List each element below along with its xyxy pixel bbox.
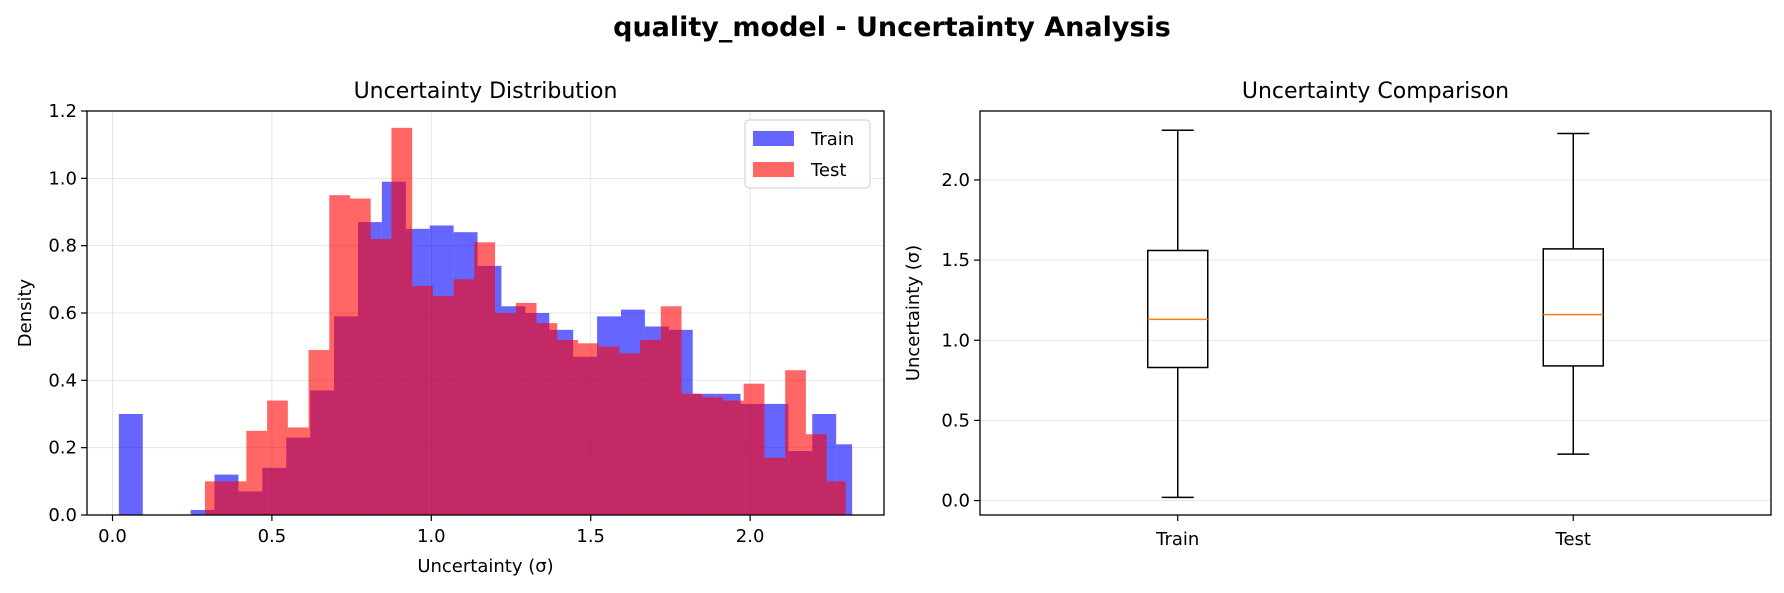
test-histogram-bar-15 — [515, 302, 537, 515]
boxplot-y-tick-label-4: 2.0 — [941, 170, 970, 191]
test-histogram-bar-1 — [225, 481, 247, 515]
histogram-y-axis-label: Density — [15, 278, 36, 347]
test-histogram-bar-26 — [743, 383, 765, 515]
histogram-x-tick-label-4: 2.0 — [736, 526, 765, 547]
boxplot-y-ticks: 0.0 0.5 1.0 1.5 2.0 — [941, 170, 980, 512]
test-histogram-bar-2 — [246, 430, 268, 515]
test-histogram-bar-6 — [329, 195, 351, 515]
test-histogram-bar-29 — [805, 434, 827, 515]
histogram-y-tick-label-1: 0.2 — [48, 438, 77, 459]
histogram-y-ticks: 0.0 0.2 0.4 0.6 0.8 1.0 1.2 — [48, 101, 87, 526]
test-histogram-bar-24 — [702, 397, 724, 515]
histogram-x-tick-label-1: 0.5 — [258, 526, 287, 547]
test-histogram-bar-5 — [308, 350, 330, 515]
test-histogram-bar-30 — [826, 481, 846, 515]
boxplot-x-ticks: Train Test — [1155, 515, 1591, 550]
histogram-y-tick-label-3: 0.6 — [48, 303, 77, 324]
histogram-x-tick-label-3: 1.5 — [576, 526, 605, 547]
test-histogram-bar-11 — [432, 296, 454, 515]
test-histogram-bar-27 — [764, 457, 786, 515]
test-box — [1542, 248, 1604, 367]
train-box — [1147, 249, 1209, 369]
histogram-x-axis-label: Uncertainty (σ) — [417, 556, 553, 577]
legend-label-train: Train — [810, 129, 854, 150]
test-histogram-bar-0 — [204, 481, 226, 515]
test-histogram-bar-13 — [474, 242, 496, 516]
boxplot-y-tick-label-1: 0.5 — [941, 410, 970, 431]
test-histogram-bar-14 — [495, 313, 516, 515]
test-histogram-bar-28 — [785, 370, 806, 515]
test-histogram-bar-17 — [557, 339, 578, 515]
boxplot-y-tick-label-2: 1.0 — [941, 330, 970, 351]
boxplot-x-tick-label-0: Train — [1155, 529, 1199, 550]
boxplot-axes: Uncertainty Comparison Train Test 0.0 0.5 1… — [903, 79, 1772, 550]
histogram-title: Uncertainty Distribution — [354, 79, 618, 104]
figure-title: quality_model - Uncertainty Analysis — [613, 12, 1171, 43]
test-histogram-bar-23 — [681, 393, 703, 515]
legend-swatch-train — [753, 131, 794, 146]
test-histogram-bar-22 — [660, 306, 682, 515]
test-histogram-bar-20 — [619, 353, 641, 515]
test-histogram-bar-19 — [598, 346, 620, 515]
test-histogram-bar-10 — [412, 286, 433, 515]
histogram-y-tick-label-5: 1.0 — [48, 168, 77, 189]
histogram-axes: Uncertainty Distribution 0.0 0.5 1.0 1.5 2.0… — [15, 79, 885, 577]
boxplot-plot-frame — [979, 110, 1772, 516]
boxplot-title: Uncertainty Comparison — [1242, 79, 1509, 104]
test-histogram-bar-16 — [536, 323, 558, 515]
train-histogram-bar-0 — [118, 414, 143, 515]
legend-label-test: Test — [810, 160, 846, 181]
test-histogram-series — [204, 127, 846, 516]
histogram-x-tick-label-2: 1.0 — [417, 526, 446, 547]
boxplot-boxes — [1147, 129, 1604, 499]
histogram-legend: Train Test — [744, 119, 871, 189]
train-histogram-bar-3 — [190, 509, 215, 515]
histogram-y-tick-label-0: 0.0 — [48, 505, 77, 526]
boxplot-grid — [980, 179, 1771, 502]
test-histogram-bar-21 — [640, 339, 661, 515]
histogram-x-tick-label-0: 0.0 — [98, 526, 127, 547]
test-histogram-bar-7 — [350, 198, 371, 516]
boxplot-y-tick-label-3: 1.5 — [941, 250, 970, 271]
test-histogram-bar-9 — [391, 127, 413, 515]
boxplot-x-tick-label-1: Test — [1555, 529, 1591, 550]
test-histogram-bar-18 — [577, 343, 599, 515]
test-histogram-bar-8 — [370, 238, 392, 515]
histogram-y-tick-label-6: 1.2 — [48, 101, 77, 122]
boxplot-y-axis-label: Uncertainty (σ) — [903, 245, 924, 381]
test-histogram-bar-25 — [723, 400, 744, 515]
test-histogram-bar-3 — [267, 400, 288, 515]
test-histogram-bar-12 — [453, 279, 475, 515]
histogram-y-tick-label-4: 0.8 — [48, 236, 77, 257]
histogram-y-tick-label-2: 0.4 — [48, 370, 77, 391]
boxplot-y-tick-label-0: 0.0 — [941, 491, 970, 512]
test-histogram-bar-4 — [287, 427, 309, 515]
legend-swatch-test — [753, 162, 794, 177]
histogram-x-ticks: 0.0 0.5 1.0 1.5 2.0 — [98, 515, 764, 547]
